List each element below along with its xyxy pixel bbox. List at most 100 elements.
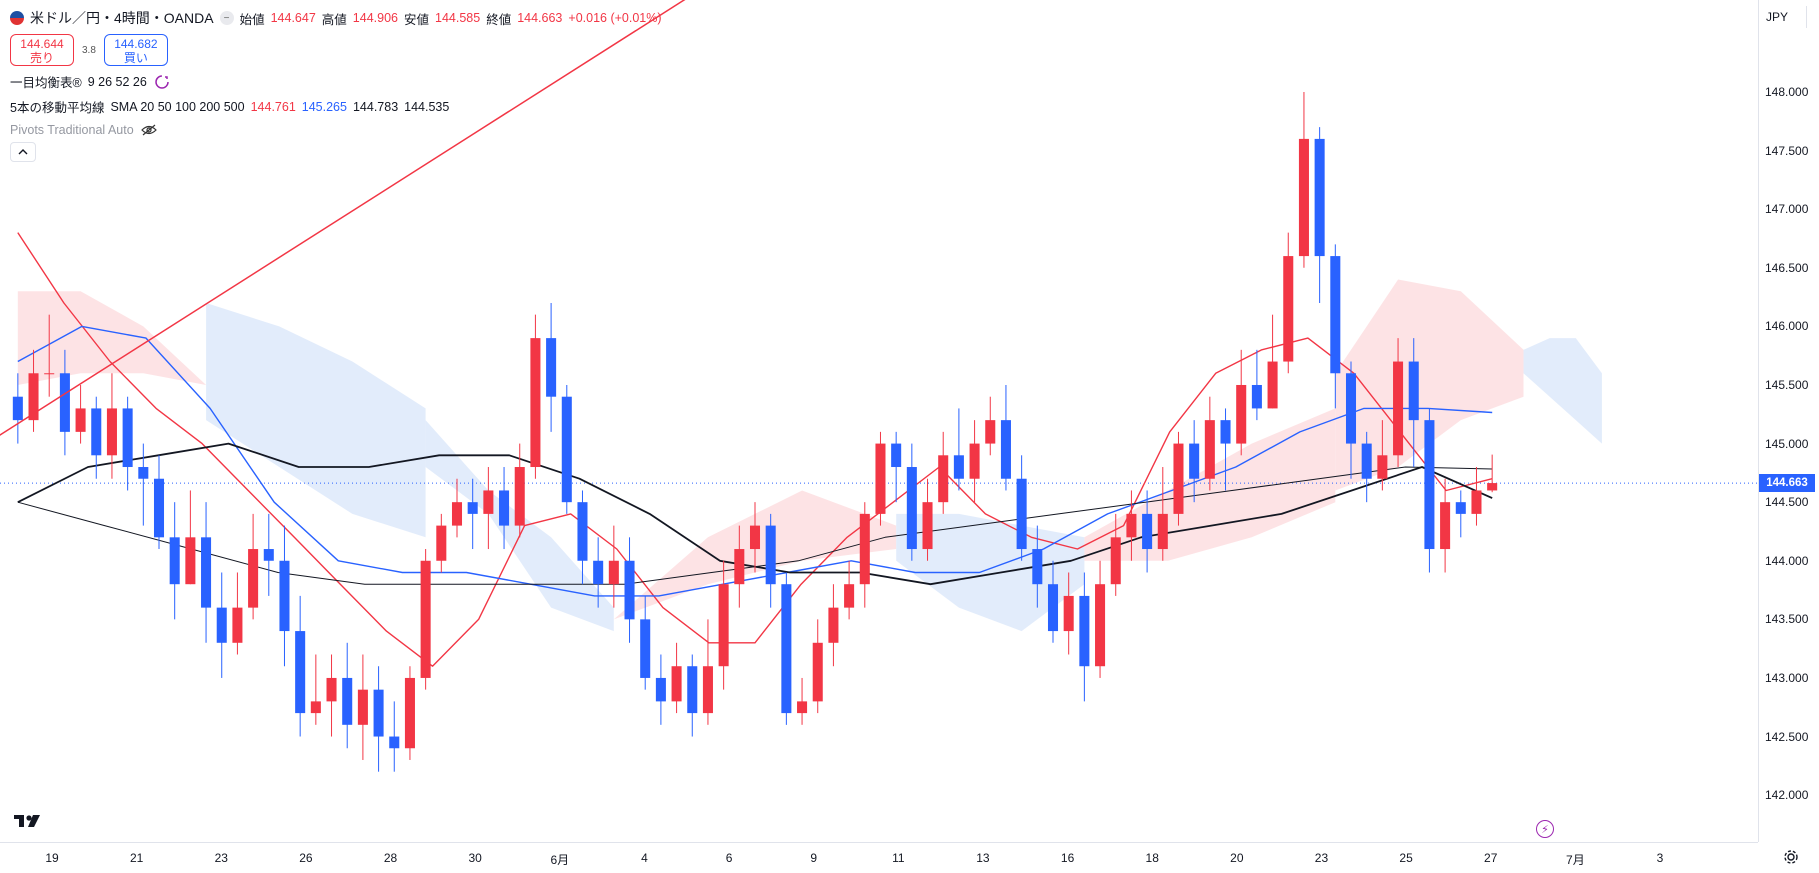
time-tick: 4 [641,851,648,865]
candle-body [530,338,541,468]
candle-body [1016,478,1027,550]
buy-label: 買い [123,51,148,65]
symbol-title[interactable]: 米ドル／円・4時間・OANDA [30,10,214,26]
candle-body [201,537,212,608]
candle-body [404,677,415,749]
time-tick: 23 [214,851,228,865]
candle-body [1471,490,1482,514]
candle-body [153,478,165,538]
buy-button[interactable]: 144.682 買い [103,34,168,66]
candle-body [1440,502,1451,550]
candle-body [1251,384,1262,409]
high-label: 高値 [321,12,347,27]
time-tick: 9 [810,851,818,865]
candle-body [1047,584,1059,632]
gear-icon[interactable] [1782,848,1800,866]
candle-body [138,467,149,479]
indicator-ichimoku[interactable]: 一目均衡表® 9 26 52 26 [10,72,662,91]
candle-body [216,607,227,643]
indicator-pivots[interactable]: Pivots Traditional Auto [10,122,662,138]
candle-body [718,584,729,667]
candle-body [891,443,902,468]
candle-body [1189,443,1200,479]
price-tick: 143.000 [1765,670,1809,685]
price-tick: 145.500 [1765,377,1809,392]
time-tick: 28 [383,851,398,865]
tradingview-logo-icon[interactable] [14,812,44,833]
candle-body [232,607,243,643]
sell-price: 144.644 [20,37,64,51]
price-chart[interactable] [0,0,1758,842]
candle-body [1173,443,1184,514]
candle-body [655,677,666,702]
chart-pane[interactable] [0,0,1758,842]
currency-button[interactable]: JPY [1760,6,1807,28]
price-axis[interactable]: 148.000 147.500 147.000 146.500 146.000 145.5… [1758,0,1819,842]
candle-body [1157,513,1168,550]
candle-body [624,560,635,620]
low-label: 安値 [403,12,429,27]
candle-body [1204,420,1215,479]
candle-body [561,396,572,503]
collapse-legend-button[interactable] [10,142,36,162]
time-tick: 25 [1399,851,1413,865]
close-label: 終値 [486,12,512,27]
candle-body [373,689,384,737]
ichimoku-name: 一目均衡表® [10,76,82,90]
time-axis[interactable]: 19 21 23 26 28 30 6月 4 6 9 11 13 16 18 20 23 25 27 7月 3 [0,842,1758,873]
candle-body [577,502,588,561]
candle-body [12,396,23,421]
candle-body [781,584,792,714]
candle-body [1032,549,1043,585]
ichimoku-cloud-0 [17,291,207,385]
time-tick: 26 [299,851,313,865]
ichimoku-cloud-7 [1523,338,1602,444]
candle-body [906,467,917,550]
high-value: 144.906 [352,11,398,25]
ma-line-sma20 [17,232,1493,667]
candle-body [1000,420,1011,479]
candle-body [844,584,855,608]
price-tick: 147.500 [1765,143,1809,158]
sell-button[interactable]: 144.644 売り [10,34,74,66]
price-tick: 147.000 [1765,202,1809,217]
candle-body [1236,384,1247,444]
market-status-icon[interactable]: − [219,11,234,25]
candle-body [1424,420,1435,550]
symbol-row: 米ドル／円・4時間・OANDA − 始値 144.647 高値 144.906 安値… [10,8,662,28]
candle-body [1314,138,1325,257]
candle-body [875,443,886,514]
candle-body [169,537,180,585]
eye-hidden-icon[interactable] [140,122,158,138]
candle-body [436,525,447,561]
time-tick: 7月 [1566,853,1585,867]
ichimoku-params: 9 26 52 26 [87,74,147,89]
candle-body [122,408,133,468]
candle-body [828,607,839,643]
candle-body [420,560,431,678]
lightning-icon[interactable]: ⚡ [1536,820,1554,838]
low-value: 144.585 [435,11,481,25]
time-tick: 30 [468,851,482,865]
usd-jpy-flag-icon [10,11,24,25]
candle-body [1393,361,1404,456]
ichimoku-cloud-1 [206,303,426,538]
ma-value-4: 144.535 [404,99,450,114]
candle-body [1142,513,1153,550]
price-tick: 145.000 [1765,436,1809,451]
candle-body [357,689,368,725]
candle-body [326,677,337,702]
candle-body [295,631,306,714]
chart-legend: 米ドル／円・4時間・OANDA − 始値 144.647 高値 144.906 安値… [10,8,662,162]
indicator-moving-averages[interactable]: 5本の移動平均線 SMA 20 50 100 200 500 144.761 1… [10,97,662,116]
candle-body [1330,256,1341,374]
candle-body [91,408,102,456]
candle-body [1267,361,1278,409]
candle-body [451,502,463,526]
ma-line-sma50 [17,325,1493,597]
time-tick: 6月 [550,853,570,867]
candle-body [1455,502,1466,514]
candle-body [734,549,745,585]
candle-body [1345,373,1357,444]
open-value: 144.647 [270,11,316,25]
